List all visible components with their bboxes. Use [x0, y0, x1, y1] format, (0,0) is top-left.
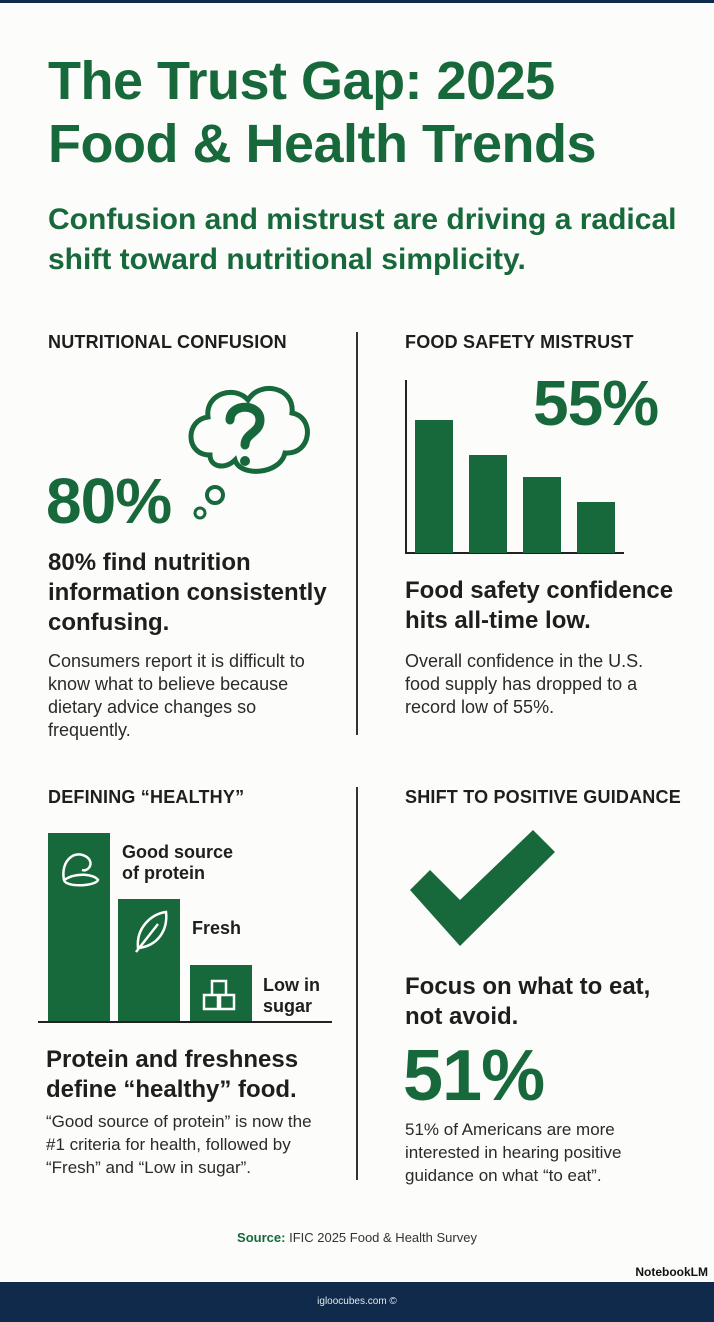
- divider: [356, 787, 358, 1180]
- source-line: Source: IFIC 2025 Food & Health Survey: [0, 1230, 714, 1245]
- headline: 80% find nutrition information consisten…: [48, 549, 327, 636]
- ranking-bars-icon: [38, 833, 332, 1023]
- headline: Protein and freshness define “healthy” f…: [46, 1046, 299, 1103]
- body-text: Consumers report it is difficult to know…: [48, 651, 305, 740]
- top-rule: [0, 0, 714, 3]
- title: The Trust Gap: 2025 Food & Health Trends: [48, 51, 597, 174]
- stat: 55%: [533, 367, 659, 439]
- site: igloocubes.com ©: [317, 1296, 397, 1307]
- headline: Focus on what to eat, not avoid.: [405, 973, 651, 1030]
- bottom-bar: igloocubes.com ©: [0, 1282, 714, 1322]
- body-text: Overall confidence in the U.S. food supp…: [405, 651, 644, 717]
- panel-label: DEFINING “HEALTHY”: [48, 787, 245, 807]
- source-label: Source:: [237, 1230, 286, 1245]
- source: IFIC 2025 Food & Health Survey: [289, 1230, 477, 1245]
- body-text: 51% of Americans are more interested in …: [405, 1120, 622, 1185]
- criterion-label: Fresh: [192, 918, 242, 938]
- brand: NotebookLM: [635, 1265, 708, 1279]
- divider: [356, 332, 358, 735]
- subtitle: Confusion and mistrust are driving a rad…: [48, 203, 677, 276]
- panel-label: NUTRITIONAL CONFUSION: [48, 332, 287, 352]
- declining-bars-icon: [405, 380, 624, 554]
- criterion-label: Low in sugar: [263, 975, 320, 1016]
- stat: 80%: [46, 465, 172, 537]
- panel-label: FOOD SAFETY MISTRUST: [405, 332, 634, 352]
- headline: Food safety confidence hits all-time low…: [405, 577, 674, 634]
- thought-cloud-icon: [188, 385, 310, 520]
- stat: 51%: [403, 1036, 545, 1116]
- panel-label: SHIFT TO POSITIVE GUIDANCE: [405, 787, 681, 807]
- body-text: “Good source of protein” is now the #1 c…: [46, 1112, 312, 1177]
- criterion-label: Good source of protein: [122, 842, 234, 883]
- checkmark-icon: [410, 830, 555, 946]
